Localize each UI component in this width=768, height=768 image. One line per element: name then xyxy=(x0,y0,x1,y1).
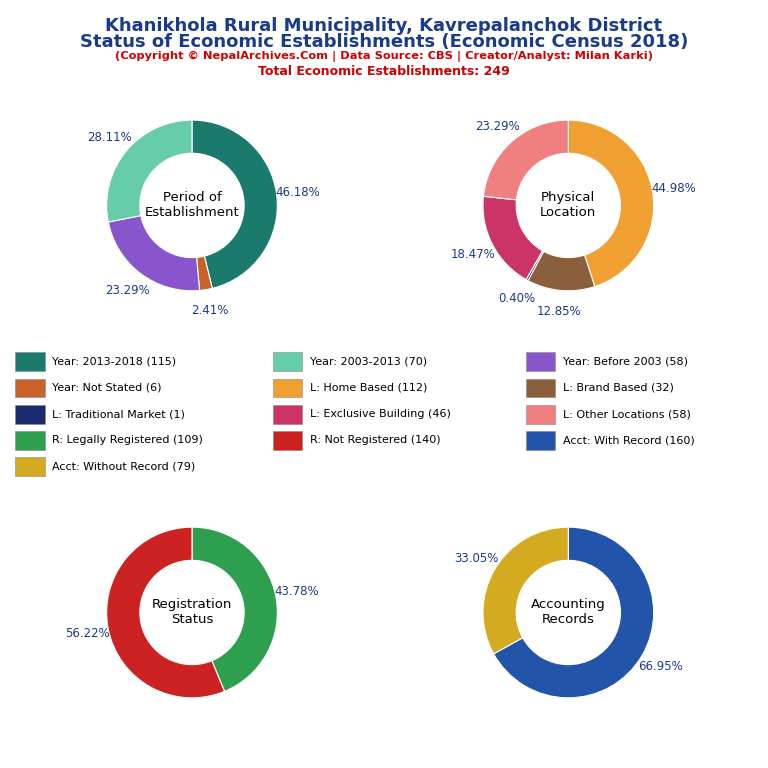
Text: 46.18%: 46.18% xyxy=(276,186,320,199)
Text: Acct: Without Record (79): Acct: Without Record (79) xyxy=(52,462,196,472)
FancyBboxPatch shape xyxy=(15,457,45,476)
Text: R: Not Registered (140): R: Not Registered (140) xyxy=(310,435,440,445)
Text: L: Traditional Market (1): L: Traditional Market (1) xyxy=(52,409,185,419)
Text: 28.11%: 28.11% xyxy=(88,131,132,144)
Text: Year: 2013-2018 (115): Year: 2013-2018 (115) xyxy=(52,356,177,367)
Text: Year: Before 2003 (58): Year: Before 2003 (58) xyxy=(563,356,688,367)
Wedge shape xyxy=(483,197,542,280)
Wedge shape xyxy=(197,256,212,290)
Wedge shape xyxy=(107,527,224,698)
Text: 2.41%: 2.41% xyxy=(190,304,228,317)
Wedge shape xyxy=(528,251,594,291)
FancyBboxPatch shape xyxy=(526,379,555,397)
Text: Status of Economic Establishments (Economic Census 2018): Status of Economic Establishments (Econo… xyxy=(80,33,688,51)
FancyBboxPatch shape xyxy=(273,379,302,397)
Text: 0.40%: 0.40% xyxy=(498,293,535,306)
Text: Year: 2003-2013 (70): Year: 2003-2013 (70) xyxy=(310,356,427,367)
Text: R: Legally Registered (109): R: Legally Registered (109) xyxy=(52,435,203,445)
Wedge shape xyxy=(192,120,277,288)
FancyBboxPatch shape xyxy=(15,405,45,424)
Text: 43.78%: 43.78% xyxy=(274,585,319,598)
Wedge shape xyxy=(568,120,654,286)
Text: Total Economic Establishments: 249: Total Economic Establishments: 249 xyxy=(258,65,510,78)
Text: L: Brand Based (32): L: Brand Based (32) xyxy=(563,383,674,393)
FancyBboxPatch shape xyxy=(273,405,302,424)
Text: 66.95%: 66.95% xyxy=(638,660,683,673)
Text: 56.22%: 56.22% xyxy=(65,627,110,640)
Text: Registration
Status: Registration Status xyxy=(152,598,232,627)
FancyBboxPatch shape xyxy=(15,353,45,371)
Text: Year: Not Stated (6): Year: Not Stated (6) xyxy=(52,383,162,393)
Text: Period of
Establishment: Period of Establishment xyxy=(144,191,240,220)
FancyBboxPatch shape xyxy=(15,431,45,450)
FancyBboxPatch shape xyxy=(526,431,555,450)
FancyBboxPatch shape xyxy=(273,431,302,450)
Text: 18.47%: 18.47% xyxy=(451,247,495,260)
FancyBboxPatch shape xyxy=(273,353,302,371)
Text: 33.05%: 33.05% xyxy=(454,552,498,564)
Wedge shape xyxy=(483,527,568,654)
Text: L: Home Based (112): L: Home Based (112) xyxy=(310,383,427,393)
Text: Physical
Location: Physical Location xyxy=(540,191,597,220)
Text: 23.29%: 23.29% xyxy=(106,284,151,297)
Text: (Copyright © NepalArchives.Com | Data Source: CBS | Creator/Analyst: Milan Karki: (Copyright © NepalArchives.Com | Data So… xyxy=(115,51,653,61)
Wedge shape xyxy=(494,527,654,698)
Wedge shape xyxy=(108,216,200,291)
Text: 44.98%: 44.98% xyxy=(651,182,696,195)
Text: Acct: With Record (160): Acct: With Record (160) xyxy=(563,435,695,445)
Text: Accounting
Records: Accounting Records xyxy=(531,598,606,627)
Text: L: Exclusive Building (46): L: Exclusive Building (46) xyxy=(310,409,450,419)
FancyBboxPatch shape xyxy=(15,379,45,397)
FancyBboxPatch shape xyxy=(526,405,555,424)
FancyBboxPatch shape xyxy=(526,353,555,371)
Text: Khanikhola Rural Municipality, Kavrepalanchok District: Khanikhola Rural Municipality, Kavrepala… xyxy=(105,17,663,35)
Text: 12.85%: 12.85% xyxy=(537,305,581,318)
Text: 23.29%: 23.29% xyxy=(475,120,519,133)
Wedge shape xyxy=(192,527,277,691)
Wedge shape xyxy=(526,251,544,280)
Wedge shape xyxy=(484,120,568,200)
Text: L: Other Locations (58): L: Other Locations (58) xyxy=(563,409,691,419)
Wedge shape xyxy=(107,120,192,222)
